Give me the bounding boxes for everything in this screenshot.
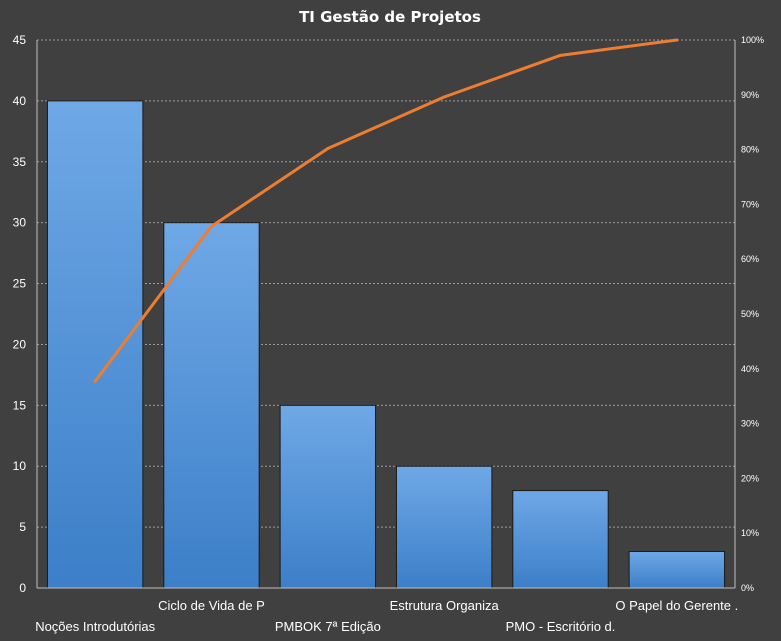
y-right-tick-label: 90% — [741, 90, 759, 100]
y-left-tick-label: 5 — [19, 520, 26, 534]
y-left-tick-label: 35 — [13, 155, 27, 169]
chart-title: TI Gestão de Projetos — [299, 8, 481, 26]
bar — [512, 490, 609, 589]
cumulative-point — [675, 38, 679, 42]
y-right-tick-label: 100% — [741, 35, 764, 45]
cumulative-line — [93, 38, 679, 383]
cumulative-point — [326, 147, 330, 151]
cumulative-point — [93, 379, 97, 383]
y-right-tick-label: 80% — [741, 145, 759, 155]
y-right-tick-label: 0% — [741, 583, 754, 593]
y-left-tick-label: 45 — [13, 33, 27, 47]
y-right-tick-label: 60% — [741, 254, 759, 264]
y-left-tick-label: 15 — [13, 398, 27, 412]
grid-layer — [37, 39, 735, 528]
x-category-label: Ciclo de Vida de P — [158, 598, 265, 613]
y-right-tick-label: 30% — [741, 419, 759, 429]
y-left-tick-label: 25 — [13, 277, 27, 291]
x-category-label: PMO - Escritório d. — [506, 619, 616, 634]
y-left-tick-label: 40 — [13, 94, 27, 108]
cumulative-point — [442, 95, 446, 99]
y-right-tick-label: 50% — [741, 309, 759, 319]
axis-layer: 0 5 10 15 20 25 30 35 40 45 0% 10% 20% 30% 40% 50% 60% 70… — [13, 33, 764, 634]
x-category-label: PMBOK 7ª Edição — [275, 619, 381, 634]
bar — [279, 404, 377, 589]
bar — [628, 550, 726, 589]
y-left-tick-label: 0 — [19, 581, 26, 595]
x-category-label: Estrutura Organiza — [390, 598, 500, 613]
y-right-tick-label: 40% — [741, 364, 759, 374]
y-left-tick-label: 20 — [13, 337, 27, 351]
y-right-tick-label: 10% — [741, 528, 759, 538]
y-left-tick-label: 10 — [13, 459, 27, 473]
bar-layer — [46, 100, 726, 589]
cumulative-point — [559, 53, 562, 57]
cumulative-point — [210, 224, 213, 228]
y-right-tick-label: 70% — [741, 199, 759, 209]
y-left-tick-label: 30 — [13, 216, 27, 230]
bar — [163, 222, 260, 589]
bar — [395, 465, 493, 589]
y-right-tick-label: 20% — [741, 473, 759, 483]
line-layer — [93, 38, 679, 383]
x-category-label: O Papel do Gerente . — [615, 598, 738, 613]
x-category-label: Noções Introdutórias — [35, 619, 155, 634]
bar — [46, 100, 144, 589]
